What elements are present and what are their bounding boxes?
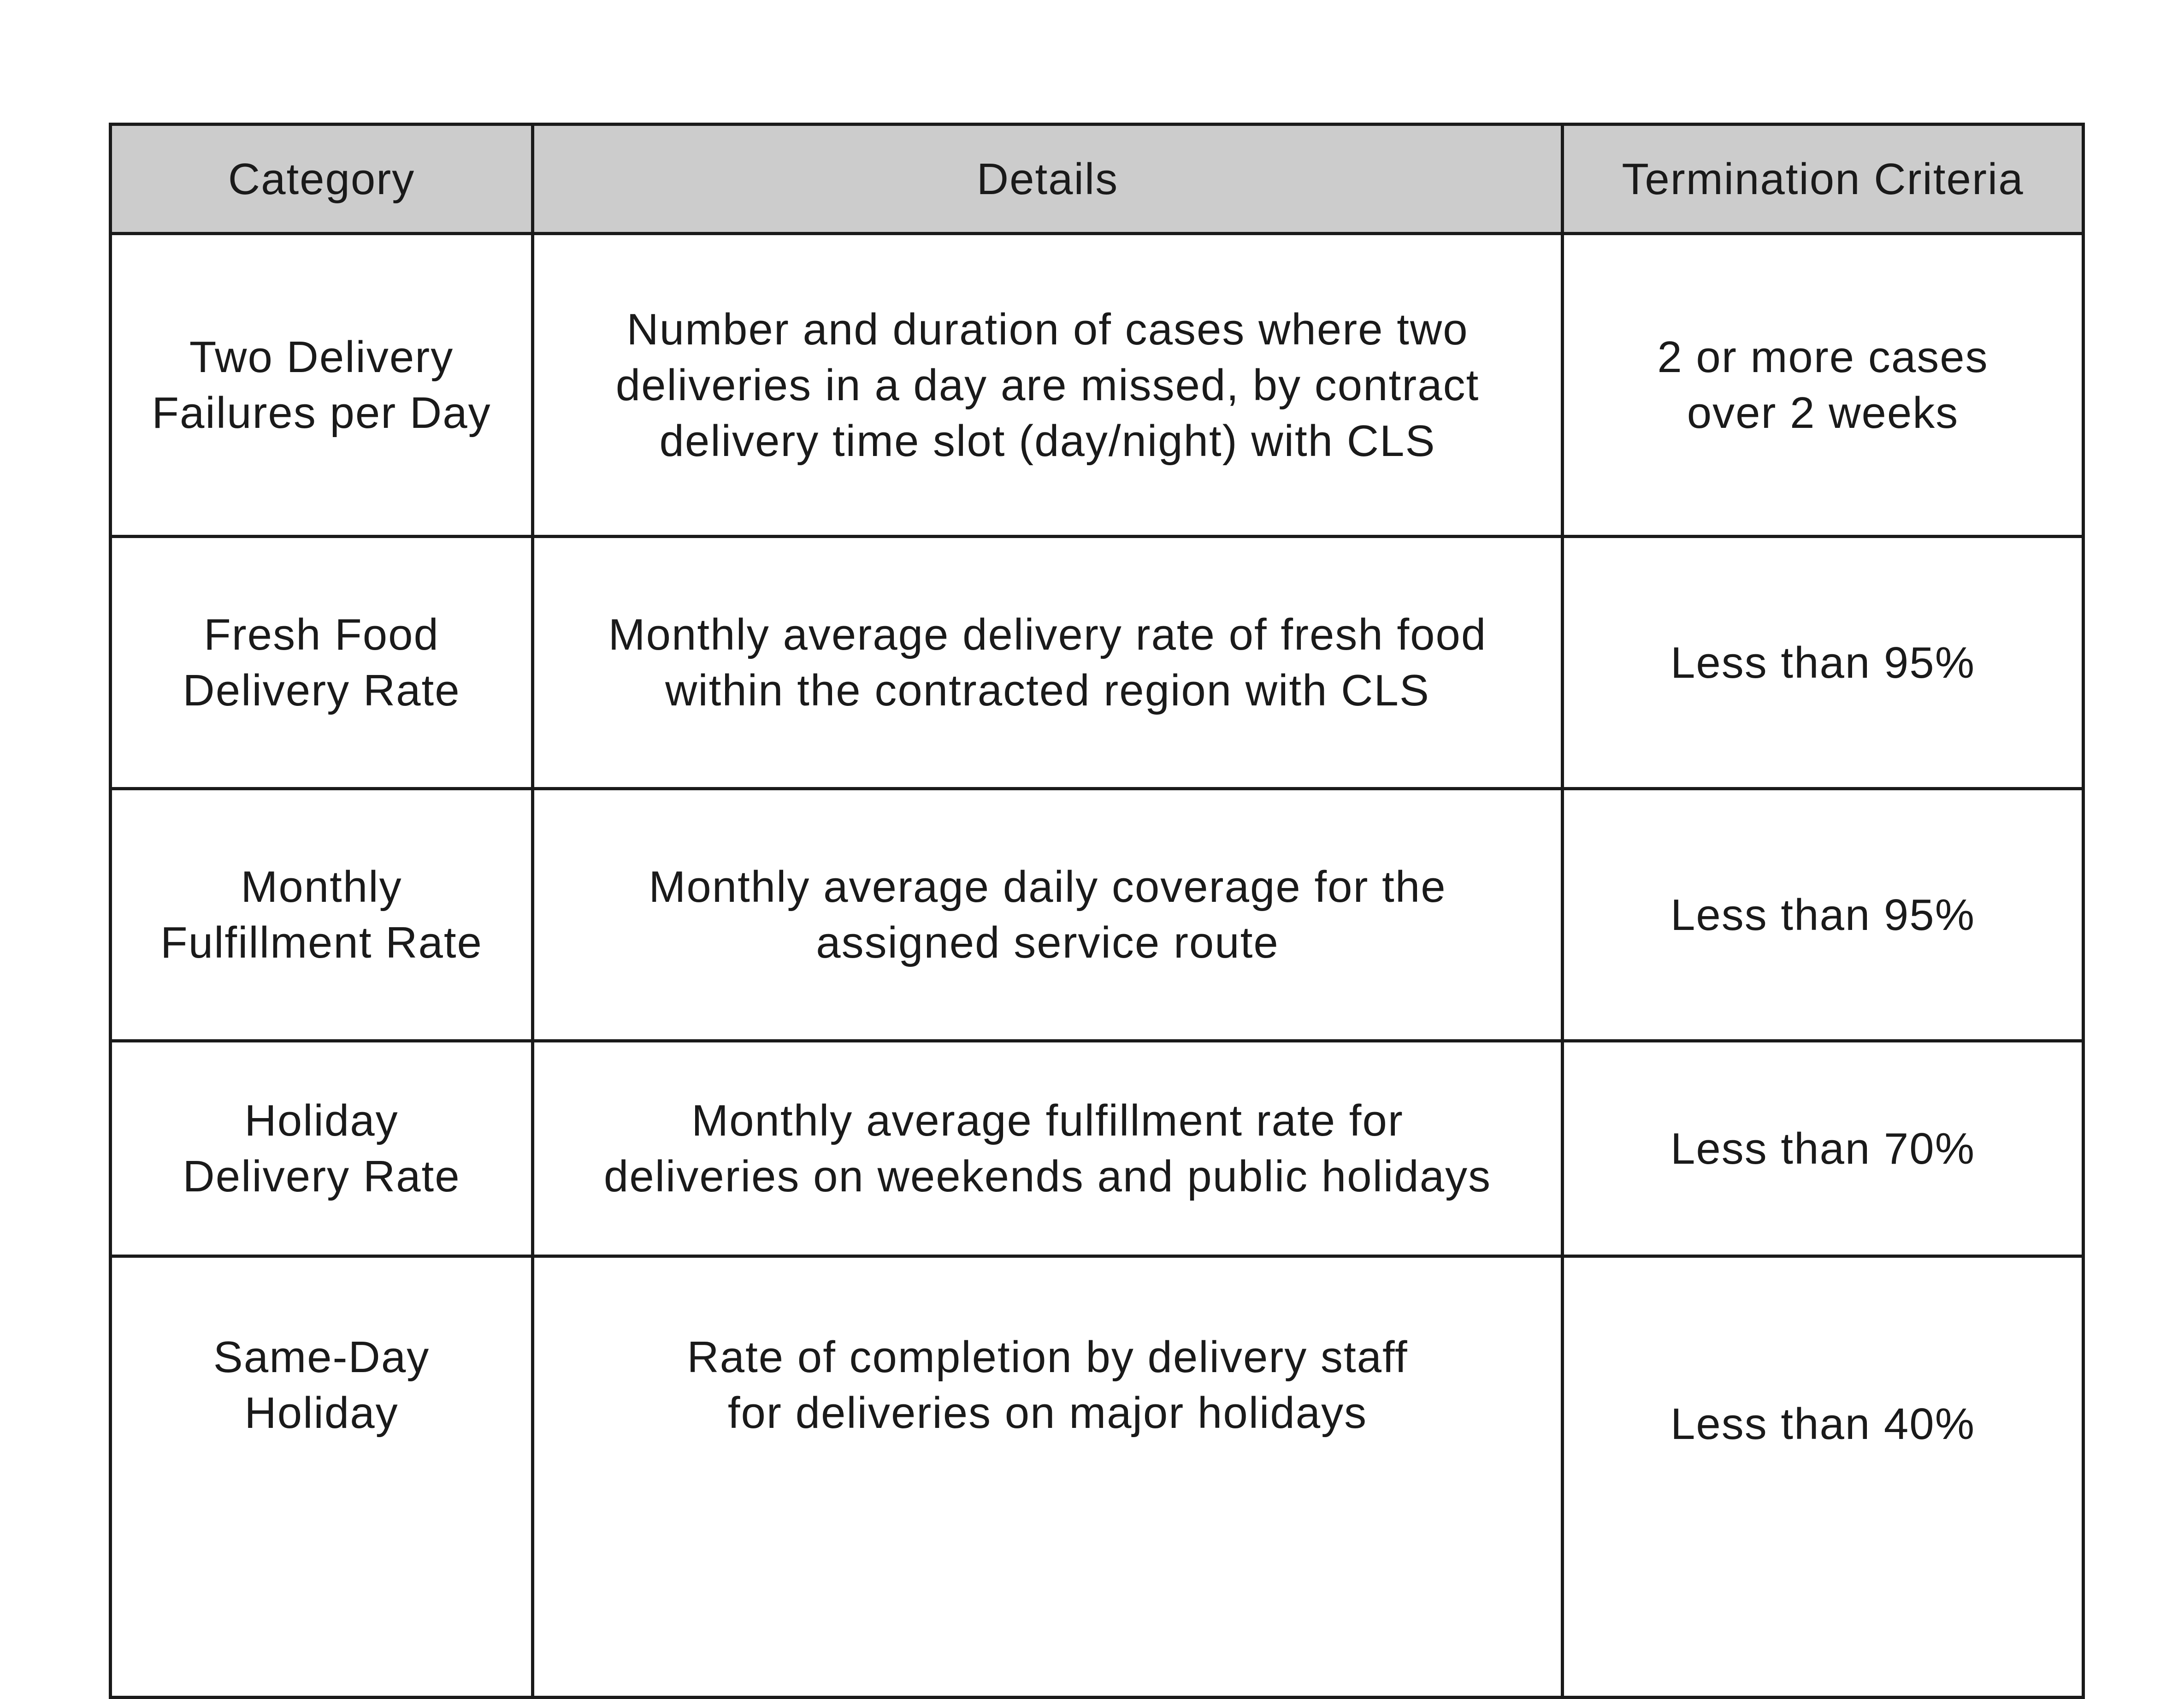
- category-line: Two Delivery: [189, 332, 454, 382]
- category-cell: Same-Day Holiday: [109, 1255, 534, 1699]
- document-table-container: Category Details Termination Criteria Tw…: [109, 123, 2085, 1699]
- criteria-cell: Less than 95%: [1561, 787, 2085, 1042]
- details-cell: Monthly average daily coverage for the a…: [531, 787, 1564, 1042]
- header-termination-criteria: Termination Criteria: [1561, 123, 2085, 235]
- criteria-line: Less than 95%: [1670, 638, 1976, 687]
- details-line: delivery time slot (day/night) with CLS: [659, 416, 1436, 466]
- table-row: Two Delivery Failures per Day Number and…: [109, 232, 2085, 538]
- details-line: deliveries in a day are missed, by contr…: [615, 360, 1480, 410]
- category-line: Same-Day: [213, 1332, 430, 1382]
- termination-criteria-table: Category Details Termination Criteria Tw…: [109, 123, 2085, 1699]
- details-line: Monthly average delivery rate of fresh f…: [608, 610, 1487, 659]
- table-row: Holiday Delivery Rate Monthly average fu…: [109, 1039, 2085, 1258]
- category-cell: Two Delivery Failures per Day: [109, 232, 534, 538]
- criteria-line: 2 or more cases: [1657, 332, 1989, 382]
- table-row: Monthly Fulfillment Rate Monthly average…: [109, 787, 2085, 1042]
- details-line: deliveries on weekends and public holida…: [603, 1152, 1492, 1201]
- category-cell: Fresh Food Delivery Rate: [109, 535, 534, 790]
- header-details: Details: [531, 123, 1564, 235]
- details-cell: Monthly average delivery rate of fresh f…: [531, 535, 1564, 790]
- category-line: Holiday: [244, 1096, 399, 1145]
- details-line: Monthly average fulfillment rate for: [691, 1096, 1404, 1145]
- category-line: Monthly: [241, 862, 402, 912]
- criteria-cell: Less than 70%: [1561, 1039, 2085, 1258]
- category-line: Holiday: [244, 1388, 399, 1438]
- criteria-cell: Less than 95%: [1561, 535, 2085, 790]
- category-cell: Holiday Delivery Rate: [109, 1039, 534, 1258]
- category-line: Fulfillment Rate: [160, 918, 483, 967]
- details-line: within the contracted region with CLS: [665, 666, 1430, 715]
- details-line: Monthly average daily coverage for the: [649, 862, 1446, 912]
- details-cell: Rate of completion by delivery staff for…: [531, 1255, 1564, 1699]
- details-line: Rate of completion by delivery staff: [687, 1332, 1408, 1382]
- details-line: assigned service route: [816, 918, 1279, 967]
- details-cell: Monthly average fulfillment rate for del…: [531, 1039, 1564, 1258]
- category-cell: Monthly Fulfillment Rate: [109, 787, 534, 1042]
- table-header-row: Category Details Termination Criteria: [109, 123, 2085, 235]
- criteria-cell: Less than 40%: [1561, 1255, 2085, 1699]
- details-cell: Number and duration of cases where two d…: [531, 232, 1564, 538]
- category-line: Delivery Rate: [183, 666, 460, 715]
- details-line: for deliveries on major holidays: [727, 1388, 1368, 1438]
- criteria-line: Less than 95%: [1670, 890, 1976, 940]
- criteria-cell: 2 or more cases over 2 weeks: [1561, 232, 2085, 538]
- category-line: Delivery Rate: [183, 1152, 460, 1201]
- details-line: Number and duration of cases where two: [626, 304, 1469, 354]
- criteria-line: Less than 70%: [1670, 1124, 1976, 1173]
- header-category: Category: [109, 123, 534, 235]
- category-line: Failures per Day: [152, 388, 491, 438]
- table-row: Fresh Food Delivery Rate Monthly average…: [109, 535, 2085, 790]
- criteria-line: Less than 40%: [1670, 1399, 1976, 1449]
- criteria-line: over 2 weeks: [1687, 388, 1959, 438]
- table-row: Same-Day Holiday Rate of completion by d…: [109, 1255, 2085, 1699]
- category-line: Fresh Food: [204, 610, 439, 659]
